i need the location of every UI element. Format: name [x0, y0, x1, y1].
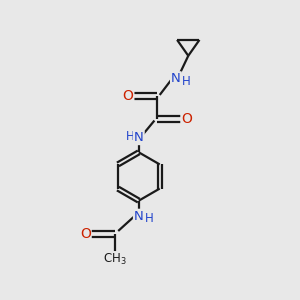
- Text: H: H: [182, 75, 190, 88]
- Text: O: O: [122, 89, 134, 103]
- Text: CH$_3$: CH$_3$: [103, 252, 127, 267]
- Text: O: O: [182, 112, 192, 126]
- Text: O: O: [80, 227, 91, 241]
- Text: N: N: [134, 131, 144, 144]
- Text: N: N: [171, 72, 181, 85]
- Text: H: H: [126, 130, 134, 143]
- Text: N: N: [134, 210, 144, 223]
- Text: H: H: [145, 212, 154, 225]
